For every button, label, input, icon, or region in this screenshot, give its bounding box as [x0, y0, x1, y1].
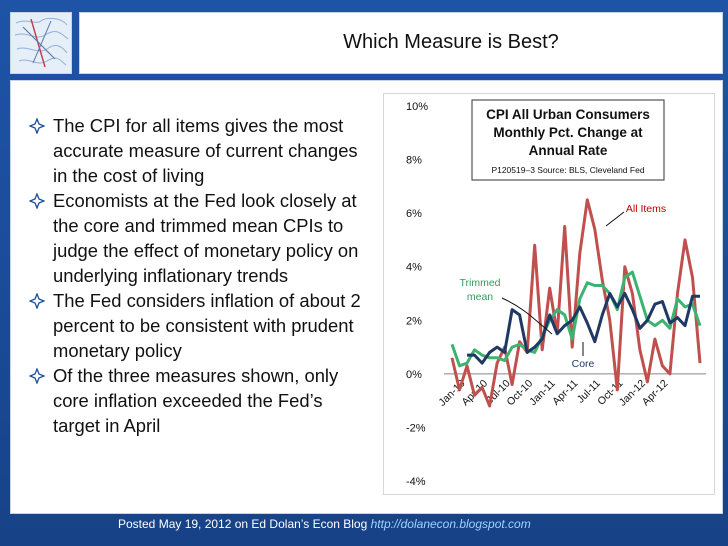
slide-title: Which Measure is Best?: [343, 31, 559, 53]
map-logo-icon: [11, 13, 71, 73]
bullet-item: Economists at the Fed look closely at th…: [26, 188, 366, 288]
bullet-item: The Fed considers inflation of about 2 p…: [26, 288, 366, 363]
hollow-diamond-icon: [29, 118, 45, 134]
y-tick-label: -4%: [406, 476, 426, 488]
y-tick-label: 8%: [406, 155, 422, 167]
y-tick-label: 2%: [406, 315, 422, 327]
bullet-list: The CPI for all items gives the most acc…: [26, 113, 366, 438]
chart-title-line: Annual Rate: [529, 143, 608, 158]
series-line-all-items: [450, 198, 702, 408]
bullet-text: Of the three measures shown, only core i…: [53, 365, 339, 436]
x-tick-label: Apr-12: [640, 377, 671, 408]
footer-link[interactable]: http://dolanecon.blogspot.com: [370, 517, 531, 531]
annotation-all-items: All Items: [626, 203, 666, 215]
annotation-trimmed-mean: mean: [467, 291, 493, 303]
hollow-diamond-icon: [29, 193, 45, 209]
chart-title-line: CPI All Urban Consumers: [486, 107, 650, 122]
chart-title-box: [471, 99, 665, 181]
bullet-text: The CPI for all items gives the most acc…: [53, 115, 358, 186]
annotation-arrow: [501, 297, 553, 335]
annotation-arrow: [605, 211, 625, 227]
y-tick-label: -2%: [406, 422, 426, 434]
y-tick-label: 4%: [406, 262, 422, 274]
footer: Posted May 19, 2012 on Ed Dolan’s Econ B…: [118, 517, 531, 531]
chart-svg: -4%-2%0%2%4%6%8%10%Jan-10Apr-10Jul-10Oct…: [406, 99, 706, 488]
y-tick-label: 0%: [406, 369, 422, 381]
title-box: Which Measure is Best?: [79, 12, 723, 74]
annotation-core: Core: [572, 358, 595, 370]
y-tick-label: 10%: [406, 101, 428, 113]
bullet-item: The CPI for all items gives the most acc…: [26, 113, 366, 188]
series-line-trimmed-mean: [450, 270, 702, 368]
chart-subtitle: P120519–3 Source: BLS, Cleveland Fed: [491, 165, 644, 175]
chart-title-line: Monthly Pct. Change at: [493, 125, 643, 140]
footer-text: Posted May 19, 2012 on Ed Dolan’s Econ B…: [118, 517, 371, 531]
y-tick-label: 6%: [406, 208, 422, 220]
content-box: The CPI for all items gives the most acc…: [10, 80, 723, 514]
series-line-core: [467, 292, 700, 365]
bullet-text: Economists at the Fed look closely at th…: [53, 190, 359, 286]
hollow-diamond-icon: [29, 293, 45, 309]
bullet-text: The Fed considers inflation of about 2 p…: [53, 290, 361, 361]
annotation-trimmed-mean: Trimmed: [459, 277, 500, 289]
hollow-diamond-icon: [29, 368, 45, 384]
blog-logo: [10, 12, 72, 74]
bullet-item: Of the three measures shown, only core i…: [26, 363, 366, 438]
x-tick-label: Apr-11: [550, 377, 580, 407]
cpi-chart: -4% -2% 0% 2% 4% 6% 8% 10% Jan-10 Apr-10 Jul-10 Oct…: [383, 93, 715, 495]
